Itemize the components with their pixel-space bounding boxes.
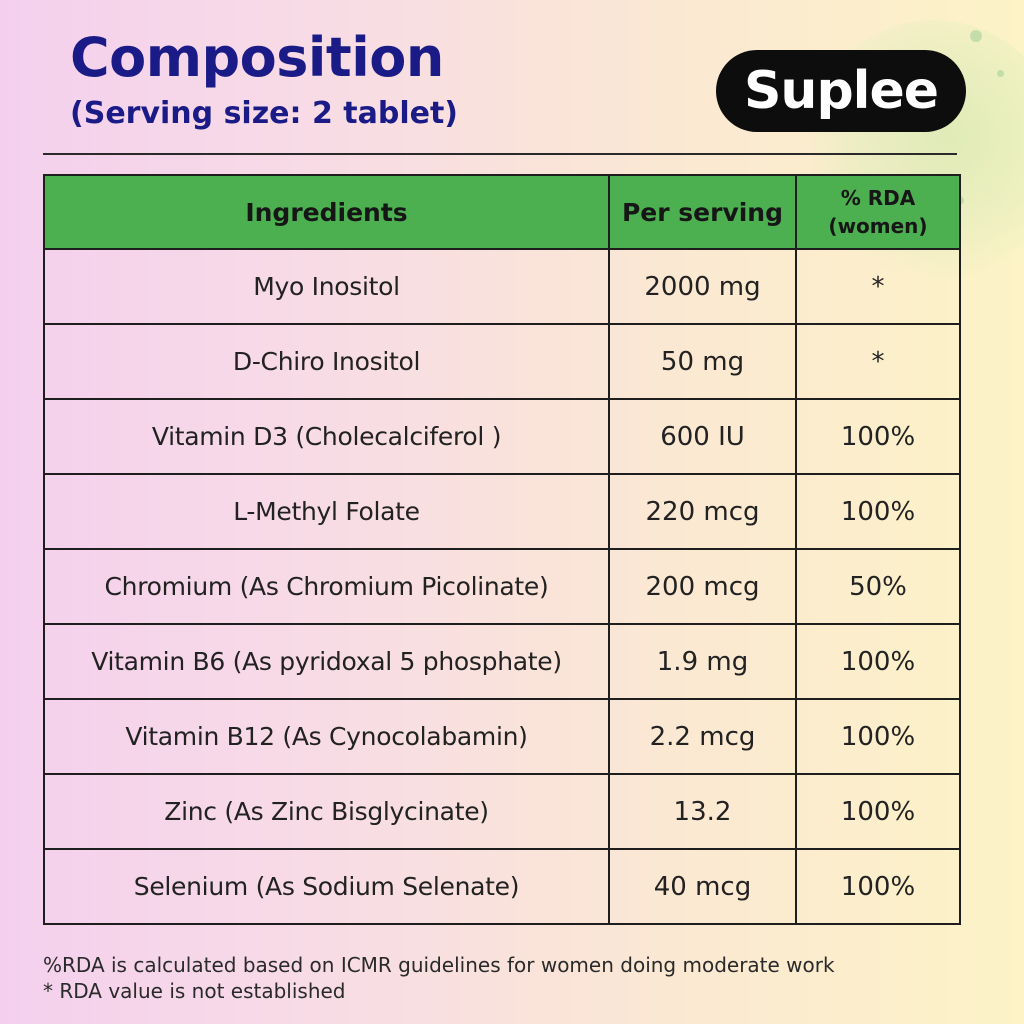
column-header-rda: % RDA (women) (795, 174, 961, 250)
ingredient-cell: Chromium (As Chromium Picolinate) (43, 548, 610, 625)
rda-cell: 100% (795, 848, 961, 925)
table-row: L-Methyl Folate 220 mcg 100% (43, 473, 961, 550)
table-row: D-Chiro Inositol 50 mg * (43, 323, 961, 400)
per-serving-cell: 1.9 mg (608, 623, 797, 700)
splash-dot (997, 70, 1004, 77)
splash-dot (970, 30, 982, 42)
per-serving-cell: 2.2 mcg (608, 698, 797, 775)
footnote-rda-basis: %RDA is calculated based on ICMR guideli… (43, 953, 835, 977)
ingredient-cell: Vitamin B12 (As Cynocolabamin) (43, 698, 610, 775)
ingredient-cell: L-Methyl Folate (43, 473, 610, 550)
ingredient-cell: D-Chiro Inositol (43, 323, 610, 400)
column-header-ingredients: Ingredients (43, 174, 610, 250)
column-header-per-serving: Per serving (608, 174, 797, 250)
ingredient-cell: Myo Inositol (43, 248, 610, 325)
per-serving-cell: 13.2 (608, 773, 797, 850)
ingredient-cell: Vitamin D3 (Cholecalciferol ) (43, 398, 610, 475)
rda-cell: 100% (795, 398, 961, 475)
brand-logo: Suplee (716, 50, 966, 132)
page-title: Composition (70, 26, 444, 89)
rda-cell: 100% (795, 773, 961, 850)
table-row: Selenium (As Sodium Selenate) 40 mcg 100… (43, 848, 961, 925)
rda-cell: 100% (795, 623, 961, 700)
table-row: Vitamin D3 (Cholecalciferol ) 600 IU 100… (43, 398, 961, 475)
rda-cell: 100% (795, 698, 961, 775)
footnotes: %RDA is calculated based on ICMR guideli… (43, 952, 835, 1004)
serving-size-subtitle: (Serving size: 2 tablet) (70, 96, 459, 131)
per-serving-cell: 220 mcg (608, 473, 797, 550)
table-row: Vitamin B12 (As Cynocolabamin) 2.2 mcg 1… (43, 698, 961, 775)
rda-cell: * (795, 323, 961, 400)
rda-cell: 100% (795, 473, 961, 550)
ingredient-cell: Vitamin B6 (As pyridoxal 5 phosphate) (43, 623, 610, 700)
table-row: Myo Inositol 2000 mg * (43, 248, 961, 325)
header-divider (43, 153, 957, 155)
per-serving-cell: 50 mg (608, 323, 797, 400)
table-header-row: Ingredients Per serving % RDA (women) (43, 174, 961, 250)
composition-table: Ingredients Per serving % RDA (women) My… (43, 174, 961, 925)
ingredient-cell: Selenium (As Sodium Selenate) (43, 848, 610, 925)
table-row: Zinc (As Zinc Bisglycinate) 13.2 100% (43, 773, 961, 850)
table-row: Chromium (As Chromium Picolinate) 200 mc… (43, 548, 961, 625)
rda-cell: * (795, 248, 961, 325)
per-serving-cell: 600 IU (608, 398, 797, 475)
column-header-rda-line1: % RDA (840, 186, 916, 210)
rda-cell: 50% (795, 548, 961, 625)
table-row: Vitamin B6 (As pyridoxal 5 phosphate) 1.… (43, 623, 961, 700)
per-serving-cell: 40 mcg (608, 848, 797, 925)
per-serving-cell: 2000 mg (608, 248, 797, 325)
column-header-rda-line2: (women) (828, 214, 928, 238)
footnote-asterisk: * RDA value is not established (43, 979, 346, 1003)
per-serving-cell: 200 mcg (608, 548, 797, 625)
ingredient-cell: Zinc (As Zinc Bisglycinate) (43, 773, 610, 850)
brand-logo-text: Suplee (743, 61, 939, 121)
